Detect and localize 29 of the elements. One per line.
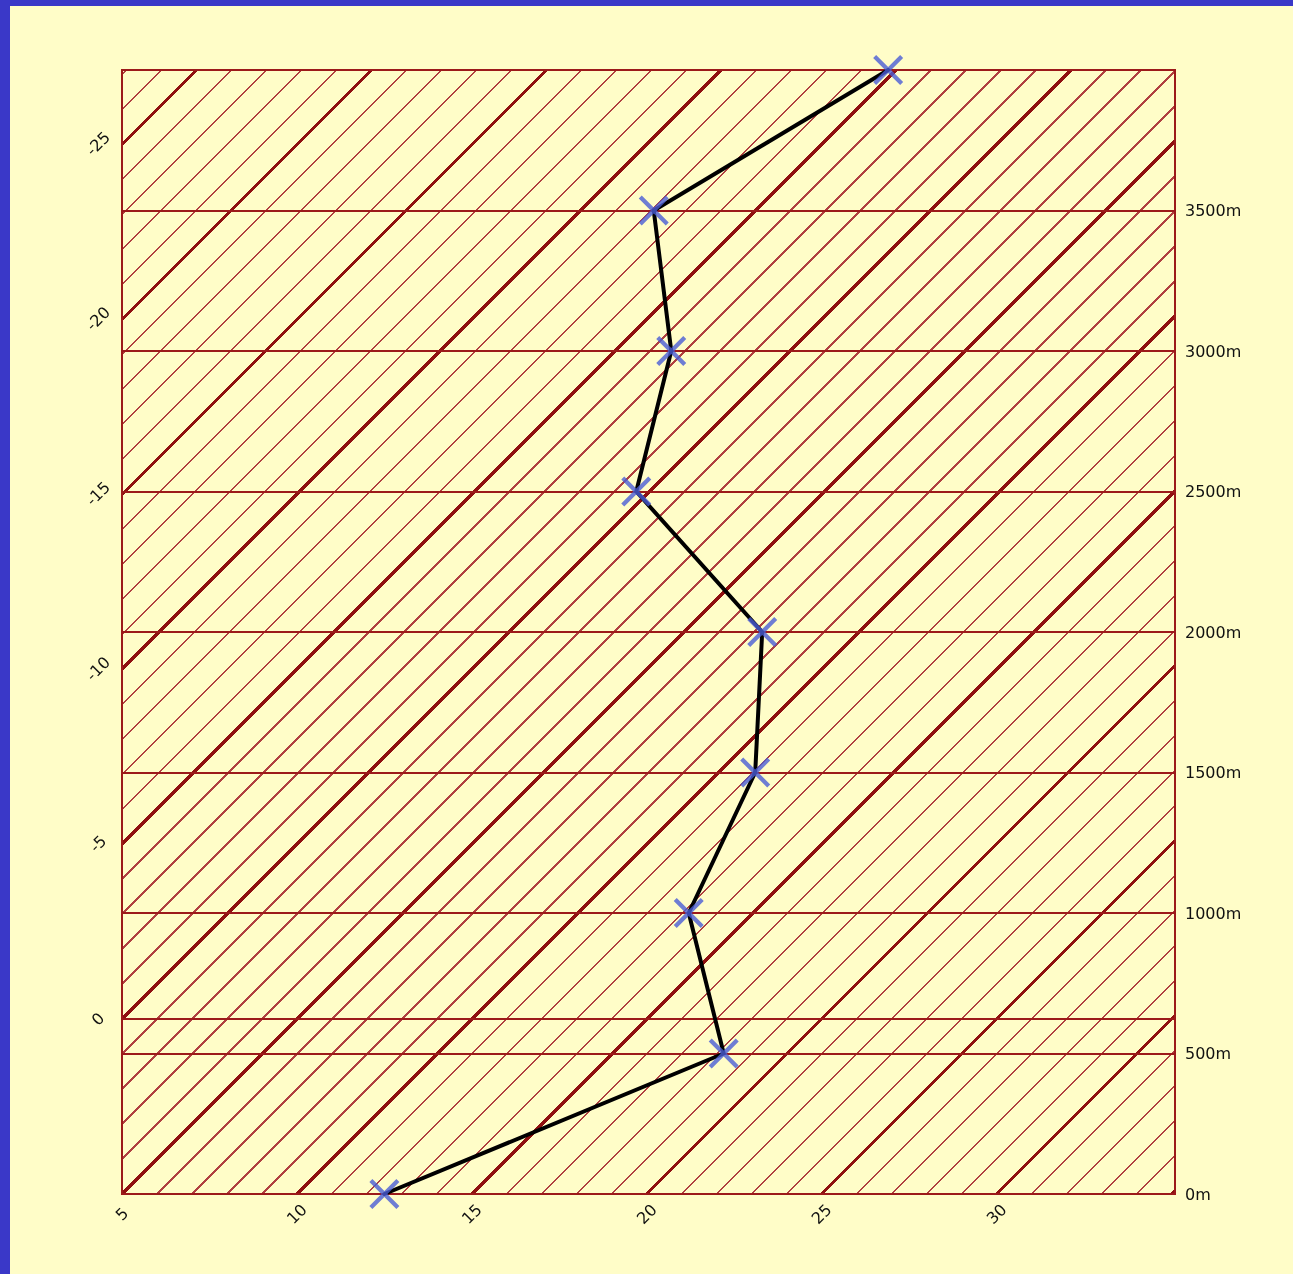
- y2-tick-label: 500m: [1185, 1044, 1232, 1063]
- y2-tick-label: 1500m: [1185, 763, 1242, 782]
- y2-tick-label: 2000m: [1185, 622, 1242, 642]
- x-tick-label: 10: [283, 1200, 311, 1228]
- point: [369, 1179, 400, 1209]
- y2-tick-label: 0m: [1185, 1184, 1211, 1204]
- x-tick-label: 30: [982, 1200, 1011, 1228]
- y-tick-label: -20: [82, 302, 114, 335]
- y-tick-label: -10: [82, 652, 114, 685]
- point: [708, 1038, 739, 1069]
- point: [656, 336, 687, 366]
- point: [740, 757, 771, 788]
- y2-tick-label: 3000m: [1185, 341, 1242, 361]
- point: [747, 617, 778, 647]
- point: [621, 476, 652, 507]
- y-tick-label: -25: [82, 127, 114, 160]
- y2-tick-label: 3500m: [1185, 201, 1242, 220]
- y-tick-label: -15: [82, 477, 114, 510]
- y2-tick-label: 1000m: [1185, 903, 1242, 923]
- point: [873, 55, 904, 85]
- x-tick-label: 15: [457, 1200, 486, 1228]
- point: [673, 898, 704, 928]
- y-tick-label: 0: [87, 1008, 109, 1030]
- x-tick-label: 5: [111, 1203, 133, 1225]
- point: [638, 195, 669, 226]
- x-tick-label: 20: [632, 1200, 661, 1228]
- x-tick-label: 25: [807, 1200, 836, 1228]
- y2-tick-label: 2500m: [1185, 482, 1242, 501]
- y-tick-label: -5: [85, 831, 111, 857]
